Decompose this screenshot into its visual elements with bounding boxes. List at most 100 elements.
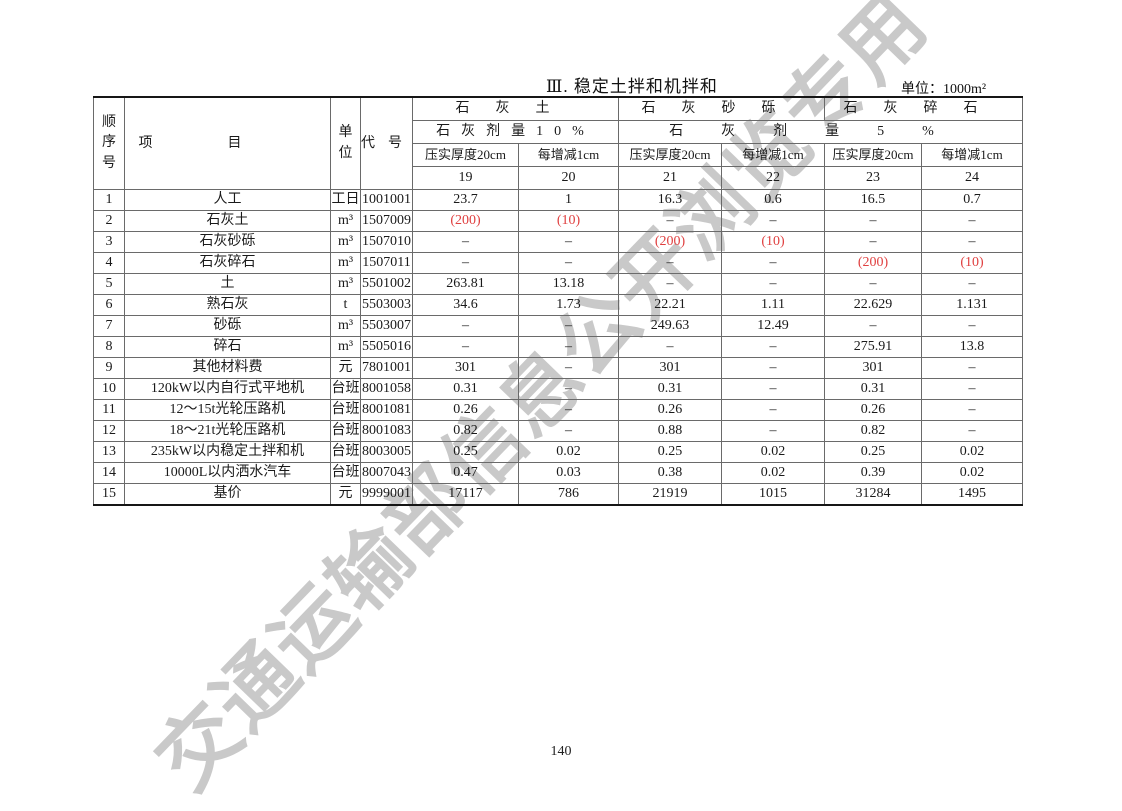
table-row: 4 石灰碎石 m³ 1507011– – – – (200) (10)	[93, 252, 1023, 274]
value-cell: 1.73	[518, 294, 619, 316]
unit-cell: 台班	[330, 399, 361, 421]
seq-cell: 1	[93, 189, 125, 211]
value-cell: 23.7	[412, 189, 519, 211]
value-cell: (10)	[921, 252, 1023, 274]
value-cell: 1	[518, 189, 619, 211]
header-colnum-22: 22	[721, 166, 825, 190]
item-cell: 人工	[124, 189, 331, 211]
value-cell: 21919	[618, 483, 722, 506]
item-cell: 120kW以内自行式平地机	[124, 378, 331, 400]
seq-cell: 3	[93, 231, 125, 253]
unit-cell: 台班	[330, 378, 361, 400]
header-thickness-19: 压实厚度20cm	[412, 143, 519, 167]
seq-cell: 14	[93, 462, 125, 484]
header-seq-label: 顺序号	[102, 115, 116, 171]
header-unit-label: 单位	[338, 125, 353, 161]
value-cell: –	[518, 252, 619, 274]
unit-cell: 台班	[330, 462, 361, 484]
item-cell: 熟石灰	[124, 294, 331, 316]
unit-cell: t	[330, 294, 361, 316]
seq-cell: 12	[93, 420, 125, 442]
code-cell: 8001083	[360, 420, 413, 442]
unit-cell: m³	[330, 252, 361, 274]
value-cell: 0.02	[921, 462, 1023, 484]
value-cell: 31284	[824, 483, 922, 506]
value-cell: 1015	[721, 483, 825, 506]
table-row: 2 石灰土 m³ 1507009 (200) (10) – – – –	[93, 210, 1023, 232]
value-cell: 0.31	[412, 378, 519, 400]
value-cell: 249.63	[618, 315, 722, 337]
value-cell: –	[518, 378, 619, 400]
value-cell: 1.131	[921, 294, 1023, 316]
value-cell: 16.3	[618, 189, 722, 211]
table-row: 8 碎石 m³ 5505016– – – –275.91 13.8	[93, 336, 1023, 358]
table-row: 11 12～15t光轮压路机 台班 8001081 0.26–0.26–0.26–	[93, 399, 1023, 421]
value-cell: (200)	[618, 231, 722, 253]
seq-cell: 6	[93, 294, 125, 316]
value-cell: –	[921, 231, 1023, 253]
header-thickness-21: 压实厚度20cm	[618, 143, 722, 167]
value-cell: 0.03	[518, 462, 619, 484]
header-colnum-24: 24	[921, 166, 1023, 190]
value-cell: –	[824, 315, 922, 337]
value-cell: –	[618, 252, 722, 274]
value-cell: –	[721, 357, 825, 379]
header-dosage-5: 石灰剂量5%	[618, 120, 1023, 144]
table-row: 7 砂砾 m³ 5503007– –249.63 12.49– –	[93, 315, 1023, 337]
value-cell: –	[721, 378, 825, 400]
header-colnum-21: 21	[618, 166, 722, 190]
seq-cell: 9	[93, 357, 125, 379]
value-cell: 0.7	[921, 189, 1023, 211]
unit-cell: m³	[330, 315, 361, 337]
seq-cell: 13	[93, 441, 125, 463]
value-cell: –	[921, 399, 1023, 421]
header-thickness-23: 压实厚度20cm	[824, 143, 922, 167]
code-cell: 1507009	[360, 210, 413, 232]
value-cell: –	[618, 273, 722, 295]
unit-cell: m³	[330, 273, 361, 295]
header-colnum-20: 20	[518, 166, 619, 190]
seq-cell: 10	[93, 378, 125, 400]
seq-cell: 15	[93, 483, 125, 506]
value-cell: 1.11	[721, 294, 825, 316]
value-cell: 0.88	[618, 420, 722, 442]
value-cell: 0.26	[824, 399, 922, 421]
value-cell: –	[721, 336, 825, 358]
unit-cell: 工日	[330, 189, 361, 211]
value-cell: 34.6	[412, 294, 519, 316]
header-colnum-19: 19	[412, 166, 519, 190]
value-cell: 1495	[921, 483, 1023, 506]
value-cell: 0.26	[412, 399, 519, 421]
table-row: 10 120kW以内自行式平地机 台班 8001058 0.31–0.31–0.31–	[93, 378, 1023, 400]
header-colnum-23: 23	[824, 166, 922, 190]
item-cell: 12～15t光轮压路机	[124, 399, 331, 421]
seq-cell: 8	[93, 336, 125, 358]
table-header: 顺序号 项目 单位 代号 石灰土 石灰砂砾 石灰碎石 石灰剂量10% 石灰剂量5…	[93, 96, 1023, 190]
value-cell: 22.21	[618, 294, 722, 316]
value-cell: 301	[824, 357, 922, 379]
header-unit: 单位	[330, 96, 361, 190]
value-cell: 0.31	[824, 378, 922, 400]
value-cell: –	[921, 273, 1023, 295]
value-cell: –	[824, 210, 922, 232]
seq-cell: 7	[93, 315, 125, 337]
value-cell: 0.82	[412, 420, 519, 442]
value-cell: –	[518, 399, 619, 421]
value-cell: 0.26	[618, 399, 722, 421]
value-cell: –	[921, 378, 1023, 400]
value-cell: 0.25	[412, 441, 519, 463]
value-cell: 0.47	[412, 462, 519, 484]
item-cell: 10000L以内洒水汽车	[124, 462, 331, 484]
value-cell: 301	[618, 357, 722, 379]
value-cell: –	[921, 315, 1023, 337]
value-cell: 0.02	[518, 441, 619, 463]
code-cell: 5501002	[360, 273, 413, 295]
item-cell: 石灰土	[124, 210, 331, 232]
value-cell: –	[618, 210, 722, 232]
item-cell: 基价	[124, 483, 331, 506]
value-cell: 0.25	[618, 441, 722, 463]
page-title: Ⅲ. 稳定土拌和机拌和	[546, 77, 718, 96]
header-group-lime-gravel: 石灰砂砾	[618, 96, 825, 121]
unit-cell: m³	[330, 231, 361, 253]
value-cell: 16.5	[824, 189, 922, 211]
